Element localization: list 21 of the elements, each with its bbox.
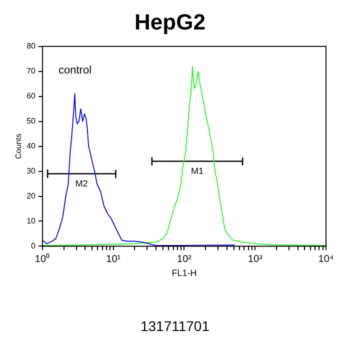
annotation: control <box>58 64 92 76</box>
x-tick-label: 10³ <box>248 254 264 265</box>
x-tick-label: 10⁰ <box>34 252 50 265</box>
y-tick-label: 60 <box>26 92 36 101</box>
series-label: M2 <box>75 178 88 189</box>
y-tick-label: 70 <box>26 66 36 76</box>
y-tick-label: 30 <box>26 166 36 176</box>
chart-title: HepG2 <box>134 9 206 34</box>
y-tick-label: 80 <box>26 42 36 51</box>
y-tick-label: 0 <box>31 241 36 250</box>
y-tick-label: 10 <box>26 216 36 226</box>
y-tick-label: 20 <box>26 191 36 200</box>
text: 131711701 <box>139 318 211 334</box>
y-tick-label: 40 <box>26 142 36 151</box>
y-tick-label: 50 <box>26 116 36 126</box>
x-tick-label: 10² <box>177 254 192 265</box>
x-tick-label: 10⁴ <box>318 254 334 265</box>
series-label: M1 <box>190 166 204 176</box>
x-axis-title: FL1-H <box>172 268 197 278</box>
x-tick-label: 10¹ <box>106 254 122 265</box>
y-axis-title: Counts <box>14 134 24 159</box>
